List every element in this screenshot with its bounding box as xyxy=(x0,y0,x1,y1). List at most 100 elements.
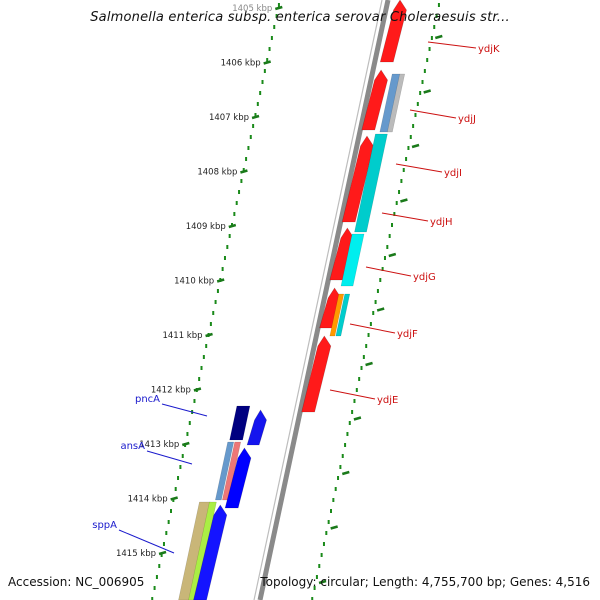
inner-scale-ring-dot xyxy=(200,366,203,370)
outer-scale-ring-dot xyxy=(430,36,433,40)
leader-line xyxy=(381,212,429,222)
outer-scale-ring-dot xyxy=(334,487,337,491)
inner-scale-ring-dot xyxy=(263,69,266,73)
reverse-gene-labels: ydjK ydjJ ydjI ydjH ydjG ydjF ydjE xyxy=(329,41,500,406)
outer-scale-ring-dot xyxy=(322,542,325,546)
outer-scale-ring-dot xyxy=(419,91,422,95)
inner-scale-ring-dot xyxy=(151,597,154,600)
inner-scale-ring-dot xyxy=(177,476,180,480)
outer-scale-ring-dot xyxy=(409,135,412,139)
outer-scale-ring-dot xyxy=(405,157,408,161)
scale-tick-label: 1414 kbp xyxy=(128,495,168,505)
reverse-gene-arrow xyxy=(361,69,388,131)
outer-scale-ring-dot xyxy=(426,58,429,62)
scale-tick xyxy=(240,169,248,174)
outer-scale-ring-dot xyxy=(388,234,391,238)
outer-scale-ring-dot xyxy=(315,575,318,579)
outer-scale-ring-dot xyxy=(376,289,379,293)
outer-scale-ring-dot xyxy=(353,399,356,403)
inner-scale-ring-dot xyxy=(216,289,219,293)
inner-scale-ring-dot xyxy=(205,344,208,348)
outer-scale-ring-dot xyxy=(428,47,431,51)
gene-label-ydjG: ydjG xyxy=(413,272,436,283)
outer-scale-tick xyxy=(341,470,350,476)
feature-segment xyxy=(340,233,365,287)
gene-label-ydjI: ydjI xyxy=(444,168,462,179)
inner-scale-ring-dot xyxy=(174,487,177,491)
scale-tick-label: 1412 kbp xyxy=(151,386,191,396)
feature-track xyxy=(178,73,406,600)
inner-scale-ring-dot xyxy=(221,267,224,271)
outer-scale-ring-dot xyxy=(330,509,333,513)
outer-scale-ring-dot xyxy=(358,377,361,381)
inner-scale-ring-dot xyxy=(193,399,196,403)
outer-scale-ring-dot xyxy=(360,366,363,370)
inner-scale-ring-dot xyxy=(261,80,264,84)
scale-tick-label: 1415 kbp xyxy=(116,549,156,559)
outer-scale-tick xyxy=(423,89,432,94)
inner-scale-ring-dot xyxy=(223,256,226,260)
outer-scale-ring-dot xyxy=(433,25,436,29)
inner-scale-ring-dot xyxy=(273,25,276,29)
outer-scale-tick xyxy=(376,307,385,312)
inner-scale-ring-dot xyxy=(247,146,250,150)
outer-scale-tick xyxy=(353,416,362,421)
feature-segment xyxy=(229,405,251,441)
scale-tick xyxy=(170,496,179,501)
scale-tick-label: 1411 kbp xyxy=(162,331,202,341)
inner-scale-ring-dot xyxy=(245,157,248,161)
forward-gene-arrow xyxy=(224,447,252,509)
inner-scale-ring-dot xyxy=(228,234,231,238)
outer-scale-ring-dot xyxy=(325,531,328,535)
forward-gene-arrow xyxy=(193,504,228,600)
outer-scale-ring-dot xyxy=(339,465,342,469)
gene-label-pncA: pncA xyxy=(135,394,160,405)
outer-scale-tick xyxy=(318,579,327,585)
reverse-strand-genes xyxy=(301,0,407,413)
feature-segment xyxy=(354,133,388,233)
inner-scale-ring-dot xyxy=(170,509,173,513)
inner-scale-ring xyxy=(151,3,280,600)
feature-segment xyxy=(387,73,406,133)
outer-scale-ring-dot xyxy=(318,564,321,568)
feature-segment xyxy=(178,501,211,600)
scale-tick xyxy=(274,5,283,11)
outer-scale-ring-dot xyxy=(311,597,314,600)
outer-scale-tick xyxy=(365,361,373,367)
leader-line xyxy=(118,529,175,554)
gene-label-ydjK: ydjK xyxy=(478,44,500,55)
outer-scale-ring-dot xyxy=(369,322,372,326)
scale-tick xyxy=(216,278,225,283)
outer-scale-ring-dot xyxy=(344,443,347,447)
outer-scale-ring-dot xyxy=(400,179,403,183)
outer-scale-ring-dot xyxy=(320,553,323,557)
feature-segment xyxy=(329,293,345,337)
inner-scale-ring-dot xyxy=(202,355,205,359)
leader-line xyxy=(427,41,477,49)
gene-label-ansA: ansA xyxy=(120,441,145,452)
inner-scale-ring-dot xyxy=(186,432,189,436)
outer-scale-ring-dot xyxy=(332,498,335,502)
inner-scale-ring-dot xyxy=(188,421,191,425)
inner-scale-ring-dot xyxy=(240,179,243,183)
outer-scale-ring-dot xyxy=(362,355,365,359)
genome-backbone-inner xyxy=(253,0,383,600)
outer-scale-ring-dot xyxy=(416,102,419,106)
inner-scale-ring-dot xyxy=(259,91,262,95)
inner-scale-ring-dot xyxy=(179,465,182,469)
outer-scale-ring-dot xyxy=(348,421,351,425)
inner-scale-ring-dot xyxy=(270,36,273,40)
gene-label-ydjF: ydjF xyxy=(397,329,418,340)
outer-scale-ring-dot xyxy=(391,223,394,227)
inner-scale-ring-dot xyxy=(167,520,170,524)
scale-tick-label: 1413 kbp xyxy=(139,440,179,450)
inner-scale-ring-dot xyxy=(226,245,229,249)
outer-scale-ring-dot xyxy=(435,14,438,18)
reverse-gene-arrow xyxy=(379,0,407,63)
outer-scale-ring-dot xyxy=(412,124,415,128)
forward-gene-arrow xyxy=(246,409,267,446)
inner-scale-ring-dot xyxy=(233,212,236,216)
leader-line xyxy=(146,450,193,465)
gene-label-ydjJ: ydjJ xyxy=(458,114,476,125)
